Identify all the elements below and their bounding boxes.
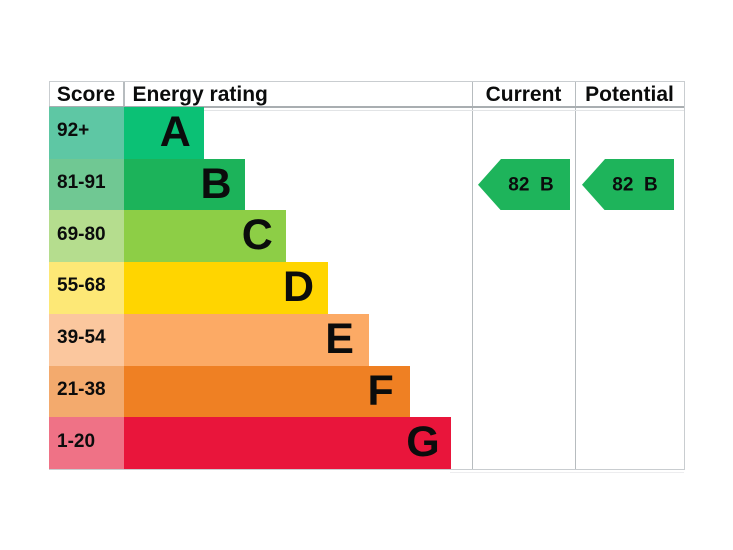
svg-text:82 B: 82 B [612,174,657,195]
svg-text:82 B: 82 B [509,174,554,195]
